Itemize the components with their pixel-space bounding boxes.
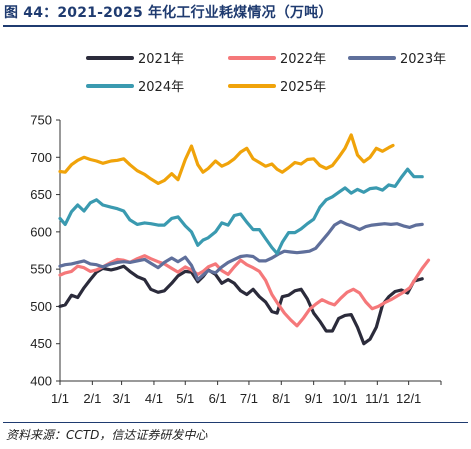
- footer-divider: [3, 422, 468, 423]
- x-tick-label: 6/1: [209, 391, 227, 406]
- y-tick-label: 750: [30, 113, 52, 128]
- y-tick-label: 500: [30, 299, 52, 314]
- x-tick-label: 7/1: [240, 391, 258, 406]
- y-tick-label: 400: [30, 374, 52, 389]
- y-tick-label: 700: [30, 150, 52, 165]
- legend-label: 2025年: [280, 80, 326, 95]
- source-note: 资料来源：CCTD，信达证券研发中心: [6, 428, 208, 442]
- series-line: [58, 264, 424, 346]
- y-tick-label: 650: [30, 187, 52, 202]
- y-axis: 400 450 500 550 600 650 700 750: [30, 113, 61, 389]
- series-line: [58, 219, 424, 282]
- legend-label: 2023年: [400, 52, 446, 67]
- legend-label: 2022年: [280, 52, 326, 67]
- y-tick-label: 550: [30, 262, 52, 277]
- x-tick-label: 4/1: [145, 391, 163, 406]
- line-chart: 2021年 2022年 2023年 2024年 2025年 400 450 500 550 60…: [30, 52, 446, 406]
- y-tick-label: 600: [30, 224, 52, 239]
- x-tick-label: 8/1: [272, 391, 290, 406]
- x-tick-label: 9/1: [305, 391, 323, 406]
- y-tick-label: 450: [30, 336, 52, 351]
- series-line: [58, 254, 431, 328]
- x-axis: 1/1 2/1 3/1 4/1 5/1 6/1 7/1 8/1 9/1 10/1 11/1 12/1: [51, 380, 442, 406]
- legend-label: 2024年: [138, 80, 184, 95]
- x-tick-label: 12/1: [396, 391, 421, 406]
- title-divider: [3, 25, 468, 27]
- series-layer: [58, 133, 431, 346]
- chart-title: 图 44：2021-2025 年化工行业耗煤情况（万吨）: [4, 5, 333, 21]
- x-tick-label: 1/1: [51, 391, 69, 406]
- legend-label: 2021年: [138, 52, 184, 67]
- legend: 2021年 2022年 2023年 2024年 2025年: [86, 52, 446, 95]
- series-line: [58, 133, 395, 185]
- x-tick-label: 3/1: [113, 391, 131, 406]
- x-tick-label: 5/1: [176, 391, 194, 406]
- x-tick-label: 11/1: [365, 391, 389, 406]
- x-tick-label: 10/1: [332, 391, 357, 406]
- series-line: [58, 167, 424, 256]
- x-tick-label: 2/1: [83, 391, 101, 406]
